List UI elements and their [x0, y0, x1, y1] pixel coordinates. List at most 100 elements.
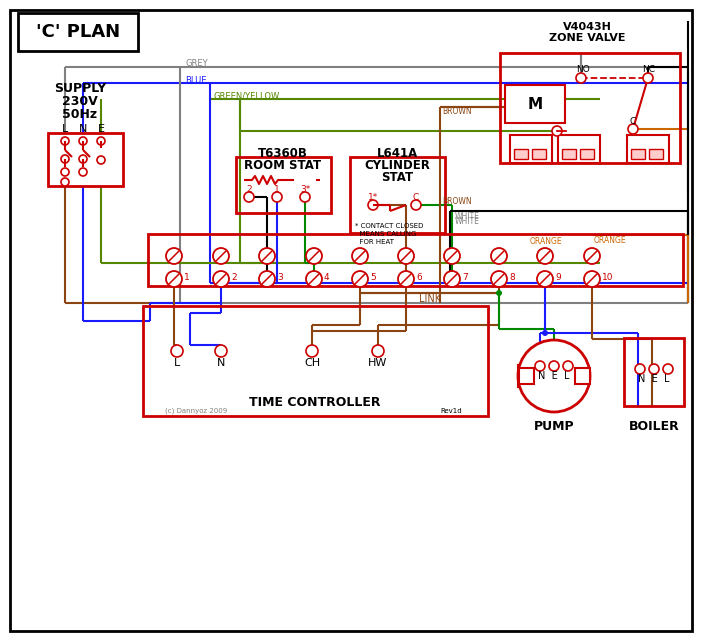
Bar [148, 234, 683, 286]
Text: BROWN: BROWN [442, 107, 472, 116]
Bar [649, 149, 663, 159]
Bar [519, 368, 534, 384]
Circle shape [259, 248, 275, 264]
Circle shape [496, 290, 502, 296]
Circle shape [663, 364, 673, 374]
Circle shape [444, 271, 460, 287]
Circle shape [352, 271, 368, 287]
Text: HW: HW [369, 358, 388, 368]
Circle shape [537, 248, 553, 264]
Text: GREEN/YELLOW: GREEN/YELLOW [213, 92, 279, 101]
Text: BROWN: BROWN [442, 197, 472, 206]
Circle shape [411, 200, 421, 210]
Circle shape [306, 345, 318, 357]
Text: ROOM STAT: ROOM STAT [244, 158, 322, 172]
Text: WHITE: WHITE [455, 217, 480, 226]
Bar [500, 53, 680, 163]
Circle shape [584, 248, 600, 264]
Bar [624, 338, 684, 406]
Text: CYLINDER: CYLINDER [364, 158, 430, 172]
Text: (c) Dannyoz 2009: (c) Dannyoz 2009 [165, 408, 227, 414]
Circle shape [352, 248, 368, 264]
Circle shape [518, 340, 590, 412]
Circle shape [79, 155, 87, 163]
Circle shape [213, 271, 229, 287]
Circle shape [306, 271, 322, 287]
Circle shape [79, 168, 87, 176]
Bar [350, 157, 445, 233]
Circle shape [166, 248, 182, 264]
Circle shape [535, 361, 545, 371]
Text: C: C [413, 192, 419, 201]
Text: 7: 7 [462, 272, 468, 281]
Text: 1: 1 [184, 272, 190, 281]
Text: 2: 2 [231, 272, 237, 281]
Circle shape [398, 271, 414, 287]
Circle shape [584, 271, 600, 287]
Circle shape [643, 73, 653, 83]
Bar [580, 149, 594, 159]
Circle shape [444, 248, 460, 264]
Text: BLUE: BLUE [185, 76, 206, 85]
Text: E: E [98, 124, 105, 134]
Text: ORANGE: ORANGE [594, 235, 627, 244]
Circle shape [79, 137, 87, 145]
Text: N: N [217, 358, 225, 368]
Bar [510, 135, 552, 163]
Text: 4: 4 [324, 272, 330, 281]
Text: LINK: LINK [419, 294, 441, 304]
Bar [631, 149, 645, 159]
Circle shape [491, 248, 507, 264]
Text: 5: 5 [370, 272, 376, 281]
Circle shape [576, 73, 586, 83]
Text: N  E  L: N E L [638, 374, 670, 384]
Text: 10: 10 [602, 272, 614, 281]
Bar [18, 13, 138, 51]
Text: NO: NO [576, 65, 590, 74]
Text: STAT: STAT [381, 171, 413, 183]
Text: ORANGE: ORANGE [530, 237, 562, 246]
Text: WHITE: WHITE [455, 212, 480, 221]
Circle shape [272, 192, 282, 202]
Circle shape [563, 361, 573, 371]
Circle shape [552, 126, 562, 136]
Text: L: L [62, 124, 68, 134]
Bar [143, 306, 488, 416]
Text: 50Hz: 50Hz [62, 108, 98, 121]
Circle shape [628, 124, 638, 134]
Circle shape [97, 137, 105, 145]
Circle shape [259, 271, 275, 287]
Text: L: L [174, 358, 180, 368]
Text: TIME CONTROLLER: TIME CONTROLLER [249, 397, 380, 410]
Circle shape [61, 168, 69, 176]
Text: 1*: 1* [368, 192, 378, 201]
Bar [562, 149, 576, 159]
Text: 3*: 3* [300, 185, 310, 194]
Text: NC: NC [642, 65, 655, 74]
Circle shape [61, 155, 69, 163]
Circle shape [537, 271, 553, 287]
Text: V4043H: V4043H [562, 22, 611, 32]
Text: L641A: L641A [376, 147, 418, 160]
Text: 3: 3 [277, 272, 283, 281]
Circle shape [635, 364, 645, 374]
Text: * CONTACT CLOSED: * CONTACT CLOSED [355, 223, 423, 229]
Text: SUPPLY: SUPPLY [54, 81, 106, 94]
Text: N  E  L: N E L [538, 371, 570, 381]
Text: GREY: GREY [185, 58, 208, 67]
Bar [558, 135, 600, 163]
Bar [514, 149, 528, 159]
Circle shape [542, 330, 548, 336]
Text: FOR HEAT: FOR HEAT [355, 239, 394, 245]
Text: M: M [527, 97, 543, 112]
Text: 2: 2 [246, 185, 252, 194]
Circle shape [372, 345, 384, 357]
Circle shape [244, 192, 254, 202]
Text: T6360B: T6360B [258, 147, 308, 160]
Bar [575, 368, 590, 384]
Text: Rev1d: Rev1d [440, 408, 462, 414]
Text: 'C' PLAN: 'C' PLAN [36, 23, 120, 41]
Bar [532, 149, 546, 159]
Circle shape [61, 178, 69, 186]
Text: BOILER: BOILER [628, 419, 680, 433]
